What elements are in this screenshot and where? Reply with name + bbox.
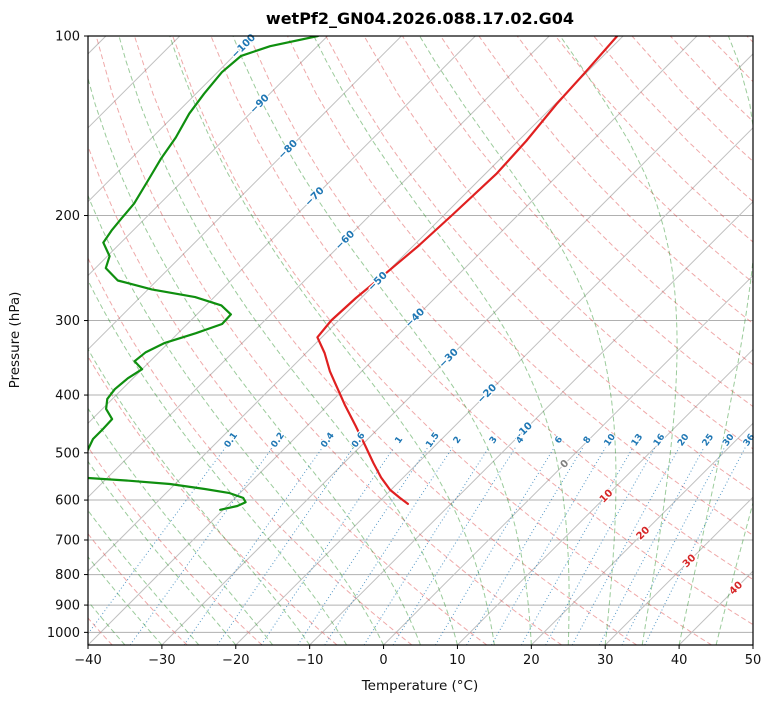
x-tick-label: −40 (74, 653, 101, 668)
dry-adiabat (440, 36, 753, 366)
dry-adiabat (95, 36, 562, 645)
x-axis-label: Temperature (°C) (361, 678, 479, 694)
dry-adiabat (134, 36, 637, 645)
x-tick-label: 40 (671, 653, 688, 668)
dry-adiabat (88, 144, 488, 645)
axis-ticks (84, 35, 754, 649)
isotherm-30c (604, 496, 753, 645)
x-tick-label: 50 (745, 653, 762, 668)
dry-adiabat (210, 36, 753, 626)
dry-adiabat (172, 36, 712, 645)
dry-adiabat (325, 36, 753, 493)
isotherm-10c (457, 348, 753, 645)
dry-adiabat (88, 257, 413, 645)
isotherm--30c (161, 53, 753, 645)
dry-adiabat (88, 355, 338, 645)
isotherm--60c (88, 36, 550, 498)
x-tick-label: −30 (148, 653, 175, 668)
axis-tick-labels: −40 −30 −20 −10 0 10 20 30 40 50 100 200 300 400 500 60… (47, 30, 761, 669)
moist-adiabat (88, 194, 385, 645)
dry-adiabat (287, 36, 753, 536)
mixing-ratio-line-25 (598, 447, 705, 645)
mixing-ratio-line-13 (520, 447, 634, 645)
temperature-profile-line (316, 36, 619, 505)
y-tick-label: 300 (55, 314, 80, 329)
mixing-ratio-lines (88, 447, 746, 645)
mixing-ratio-line-1.5 (297, 447, 429, 645)
y-tick-label: 900 (55, 599, 80, 614)
isotherm--80c (88, 36, 402, 351)
y-tick-label: 600 (55, 494, 80, 509)
moist-adiabat (88, 509, 200, 645)
mixing-ratio-line-2 (324, 447, 453, 645)
isotherm--20c (235, 127, 753, 645)
mixing-ratio-line-0.2 (129, 447, 273, 645)
x-tick-label: 20 (523, 653, 540, 668)
x-tick-label: 10 (449, 653, 466, 668)
moist-adiabat (232, 36, 532, 645)
dry-adiabat-lines (88, 36, 753, 645)
dry-adiabat (88, 446, 263, 645)
moist-adiabat (169, 36, 495, 645)
x-tick-label: −20 (222, 653, 249, 668)
x-tick-label: 30 (597, 653, 614, 668)
y-tick-label: 800 (55, 568, 80, 583)
isotherm-20c (530, 422, 753, 645)
dewpoint-profile-line (88, 36, 319, 511)
mixing-ratio-line-3 (363, 447, 490, 645)
mixing-ratio-line-16 (545, 447, 656, 645)
y-tick-label: 1000 (47, 626, 80, 641)
y-tick-label: 400 (55, 389, 80, 404)
moist-adiabat (88, 279, 348, 645)
moist-adiabat (88, 407, 274, 645)
y-axis-label: Pressure (hPa) (7, 292, 23, 389)
mixing-ratio-line-4 (392, 447, 516, 645)
plot-frame (87, 35, 754, 646)
moist-adiabat (88, 556, 163, 645)
chart-title: wetPf2_GN04.2026.088.17.02.G04 (266, 9, 574, 28)
y-tick-label: 200 (55, 209, 80, 224)
x-tick-label: −10 (296, 653, 323, 668)
moist-adiabat (678, 36, 753, 645)
moist-adiabat (559, 36, 678, 645)
mixing-ratio-line-0.1 (88, 447, 226, 635)
pressure-gridlines (88, 36, 753, 633)
x-tick-label: 0 (379, 653, 387, 668)
mixing-ratio-line-10 (491, 447, 606, 645)
isotherm--10c (309, 200, 753, 645)
isotherm-0c (383, 274, 753, 645)
isotherm-lines (88, 36, 753, 645)
isotherm--100c (88, 36, 255, 203)
moist-adiabat (88, 460, 237, 645)
isotherm--90c (88, 36, 328, 277)
moist-adiabat (118, 36, 458, 645)
dry-adiabat (363, 36, 753, 450)
y-tick-label: 500 (55, 446, 80, 461)
mixing-ratio-line-0.4 (183, 447, 323, 645)
y-tick-label: 100 (55, 30, 80, 45)
mixing-ratio-line-1 (260, 447, 395, 645)
dry-adiabat (88, 533, 188, 645)
sounding-profiles (88, 36, 619, 511)
moist-adiabat (88, 76, 421, 645)
isotherm--40c (88, 36, 698, 645)
moist-adiabat (419, 36, 617, 645)
y-tick-label: 700 (55, 533, 80, 548)
moist-adiabat (313, 36, 570, 645)
moist-adiabat (715, 500, 753, 645)
